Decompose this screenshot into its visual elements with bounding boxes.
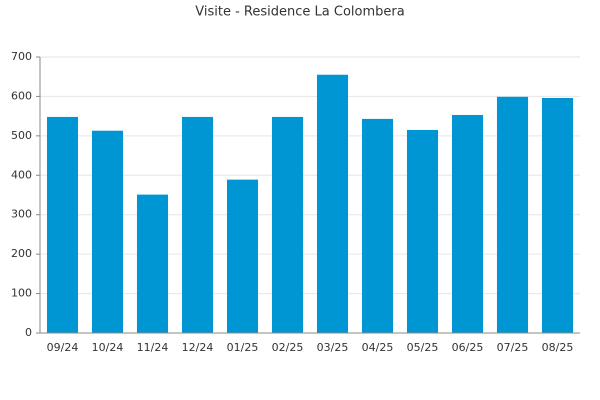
bar [226, 179, 259, 333]
y-tick-label: 0 [25, 326, 32, 339]
x-tick-label: 11/24 [137, 341, 169, 354]
bar [91, 130, 124, 333]
bar [136, 194, 169, 333]
bar [496, 96, 529, 333]
x-tick-label: 01/25 [227, 341, 259, 354]
bar [316, 74, 349, 333]
x-tick-label: 06/25 [452, 341, 484, 354]
y-tick-label: 400 [11, 168, 32, 181]
x-tick-label: 12/24 [182, 341, 214, 354]
bar [271, 116, 304, 333]
x-tick-label: 10/24 [92, 341, 124, 354]
x-tick-label: 09/24 [47, 341, 79, 354]
bar [46, 116, 79, 333]
x-tick-label: 03/25 [317, 341, 349, 354]
bar [406, 129, 439, 333]
x-tick-label: 08/25 [542, 341, 574, 354]
y-tick-label: 600 [11, 89, 32, 102]
y-tick-label: 100 [11, 287, 32, 300]
x-tick-label: 02/25 [272, 341, 304, 354]
x-tick-label: 05/25 [407, 341, 439, 354]
x-tick-label: 04/25 [362, 341, 394, 354]
bar [541, 98, 574, 334]
bar [451, 114, 484, 334]
y-tick-label: 200 [11, 247, 32, 260]
bar [181, 116, 214, 333]
y-tick-label: 300 [11, 208, 32, 221]
bar [361, 118, 394, 333]
chart-title: Visite - Residence La Colombera [195, 5, 404, 20]
x-tick-label: 07/25 [497, 341, 529, 354]
y-tick-label: 500 [11, 129, 32, 142]
y-tick-label: 700 [11, 50, 32, 63]
